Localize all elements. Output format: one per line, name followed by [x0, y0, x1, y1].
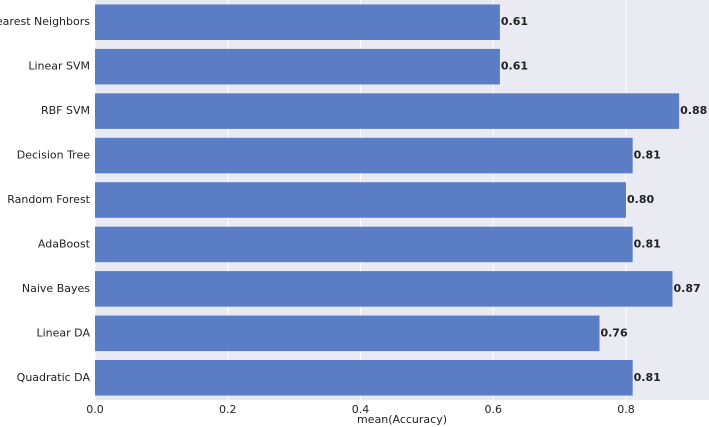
value-label: 0.87	[673, 282, 700, 295]
bar	[95, 226, 633, 263]
value-label: 0.76	[600, 326, 627, 339]
bar	[95, 315, 600, 352]
y-tick-label: Nearest Neighbors	[0, 15, 90, 28]
x-tick-label: 0.4	[352, 403, 370, 416]
value-label: 0.88	[680, 104, 707, 117]
x-tick-label: 0.6	[485, 403, 503, 416]
y-tick-label: Linear SVM	[28, 60, 90, 73]
bar	[95, 48, 500, 85]
bar	[95, 93, 680, 129]
value-label: 0.81	[634, 149, 661, 162]
bar	[95, 4, 500, 41]
bar	[95, 360, 633, 396]
x-tick-label: 0.2	[219, 403, 237, 416]
x-tick-label: 0.0	[86, 403, 104, 416]
y-tick-label: Random Forest	[7, 193, 90, 206]
x-tick-label: 0.8	[617, 403, 635, 416]
y-tick-label: Quadratic DA	[17, 371, 91, 384]
value-label: 0.81	[634, 237, 661, 250]
bar	[95, 182, 627, 218]
y-tick-label: Decision Tree	[17, 149, 90, 162]
bar	[95, 271, 673, 307]
value-label: 0.81	[634, 371, 661, 384]
x-axis-label: mean(Accuracy)	[357, 413, 447, 426]
y-tick-label: AdaBoost	[38, 237, 91, 250]
y-tick-label: RBF SVM	[41, 104, 90, 117]
value-label: 0.61	[501, 60, 528, 73]
value-label: 0.61	[501, 15, 528, 28]
y-tick-label: Naive Bayes	[22, 282, 90, 295]
value-label: 0.80	[627, 193, 654, 206]
bar	[95, 137, 633, 174]
y-tick-label: Linear DA	[37, 326, 91, 339]
